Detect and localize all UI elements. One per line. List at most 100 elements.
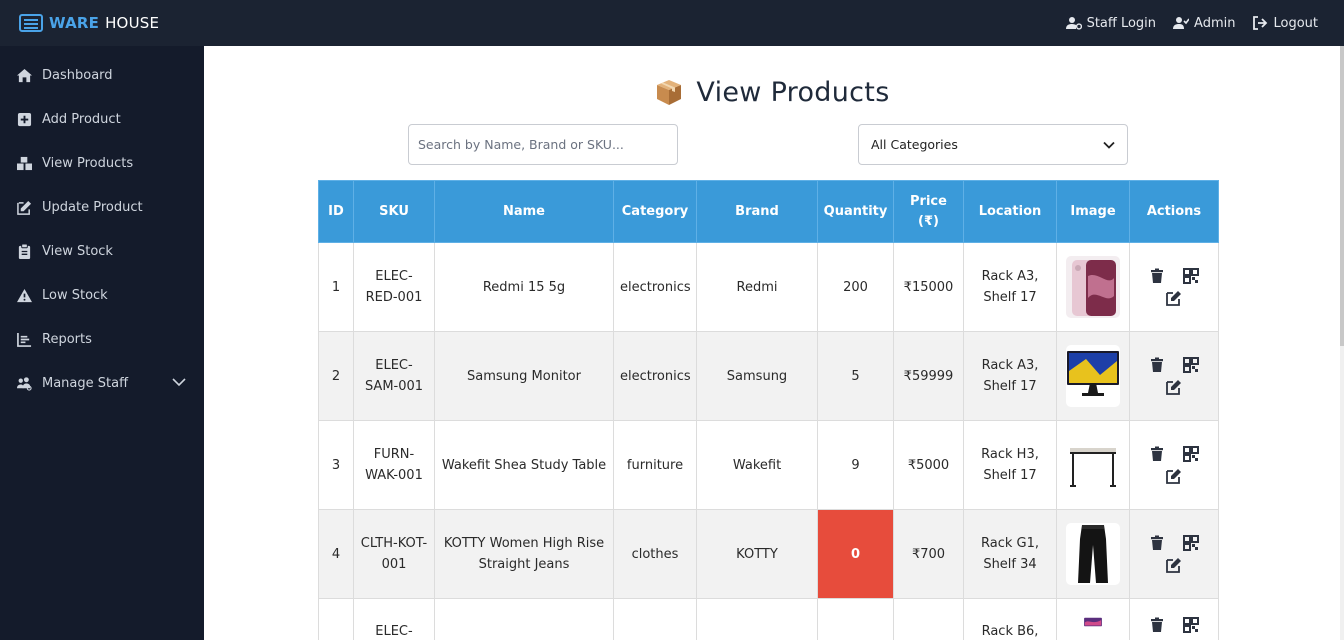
column-header[interactable]: Image [1056,180,1130,243]
column-header[interactable]: Quantity [817,180,894,243]
column-header[interactable]: Category [613,180,697,243]
cell-id: 1 [318,242,354,332]
edit-icon[interactable] [1166,557,1182,573]
cell-brand: Wakefit [696,420,818,510]
cell-brand: Samsung [696,331,818,421]
column-header[interactable]: Location [963,180,1057,243]
sidebar-item-view-stock[interactable]: View Stock [0,229,204,273]
search-input[interactable] [408,124,678,165]
cell-location: Rack B6, [963,598,1057,640]
chart-icon [16,332,31,347]
delete-icon[interactable] [1149,446,1165,462]
top-navbar: WARE HOUSE Staff Login Admin Logout [0,0,1344,46]
cell-actions [1129,420,1219,510]
product-image-jeans[interactable] [1066,523,1120,585]
edit-icon[interactable] [1166,468,1182,484]
clipboard-icon [18,243,30,259]
chevron-down-icon[interactable] [172,375,186,389]
qr-code-icon[interactable] [1183,268,1199,284]
cell-location: Rack A3, Shelf 17 [963,331,1057,421]
column-header[interactable]: Name [434,180,614,243]
sidebar-item-reports[interactable]: Reports [0,317,204,361]
main-content: View Products All Categories ID SKU Name… [204,46,1340,640]
cell-quantity-out-of-stock: 0 [817,509,894,599]
product-image-table[interactable] [1066,434,1120,496]
cell-price: ₹59999 [893,331,964,421]
cell-sku: FURN-WAK-001 [353,420,435,510]
qr-code-icon[interactable] [1183,535,1199,551]
column-header[interactable]: SKU [353,180,435,243]
scrollbar-thumb[interactable] [1340,46,1344,346]
cell-id: 3 [318,420,354,510]
home-icon [16,68,32,82]
cell-category: furniture [613,420,697,510]
cell-sku: ELEC-SAM-001 [353,331,435,421]
cell-actions [1129,331,1219,421]
cell-name: KOTTY Women High Rise Straight Jeans [434,509,614,599]
sidebar-item-dashboard[interactable]: Dashboard [0,53,204,97]
edit-icon [16,200,31,215]
edit-icon[interactable] [1166,379,1182,395]
qr-code-icon[interactable] [1183,446,1199,462]
cell-sku: ELEC- [353,598,435,640]
table-row: 4 CLTH-KOT-001 KOTTY Women High Rise Str… [318,509,1219,599]
page-header: View Products [204,74,1340,110]
page-scrollbar[interactable] [1340,46,1344,640]
cell-quantity [817,598,894,640]
delete-icon[interactable] [1149,617,1165,633]
cell-id: 2 [318,331,354,421]
sidebar-item-add-product[interactable]: Add Product [0,97,204,141]
table-row: ELEC- Rack B6, [318,598,1219,640]
user-cog-icon [1065,17,1082,30]
sidebar-item-update-product[interactable]: Update Product [0,185,204,229]
cell-location: Rack H3, Shelf 17 [963,420,1057,510]
admin-link[interactable]: Admin [1173,16,1235,31]
staff-login-label: Staff Login [1086,15,1157,31]
users-cog-icon [16,376,32,391]
cell-name [434,598,614,640]
sidebar-item-label: Add Product [42,111,121,127]
sidebar-item-label: Dashboard [42,67,113,83]
cell-image [1056,420,1130,510]
sidebar-item-label: Low Stock [42,287,108,303]
cell-quantity: 9 [817,420,894,510]
product-image-laptop[interactable] [1066,617,1120,640]
logout-link[interactable]: Logout [1252,16,1318,31]
delete-icon[interactable] [1149,535,1165,551]
column-header[interactable]: Brand [696,180,818,243]
category-select[interactable]: All Categories [858,124,1128,165]
brand-logo[interactable]: WARE HOUSE [0,14,159,32]
sidebar-item-label: View Stock [42,243,113,259]
cell-image [1056,598,1130,640]
edit-icon[interactable] [1166,290,1182,306]
sidebar-item-manage-staff[interactable]: Manage Staff [0,361,204,405]
column-header[interactable]: Price (₹) [893,180,964,243]
delete-icon[interactable] [1149,268,1165,284]
sidebar-item-view-products[interactable]: View Products [0,141,204,185]
sidebar-item-label: Reports [42,331,92,347]
warning-icon [16,288,32,302]
column-header[interactable]: ID [318,180,354,243]
cell-price: ₹15000 [893,242,964,332]
cell-brand [696,598,818,640]
staff-login-link[interactable]: Staff Login [1065,15,1157,31]
table-row: 2 ELEC-SAM-001 Samsung Monitor electroni… [318,331,1219,421]
qr-code-icon[interactable] [1183,357,1199,373]
cell-name: Redmi 15 5g [434,242,614,332]
cell-sku: CLTH-KOT-001 [353,509,435,599]
cell-actions [1129,598,1219,640]
product-image-monitor[interactable] [1066,345,1120,407]
table-header-row: ID SKU Name Category Brand Quantity Pric… [318,180,1219,243]
qr-code-icon[interactable] [1183,617,1199,633]
cell-id: 4 [318,509,354,599]
delete-icon[interactable] [1149,357,1165,373]
logout-icon [1253,16,1268,30]
plus-square-icon [17,112,31,126]
sidebar-item-label: View Products [42,155,134,171]
product-image-phone[interactable] [1066,256,1120,318]
column-header[interactable]: Actions [1129,180,1219,243]
sidebar-item-low-stock[interactable]: Low Stock [0,273,204,317]
cell-id [318,598,354,640]
cell-actions [1129,509,1219,599]
cell-image [1056,242,1130,332]
